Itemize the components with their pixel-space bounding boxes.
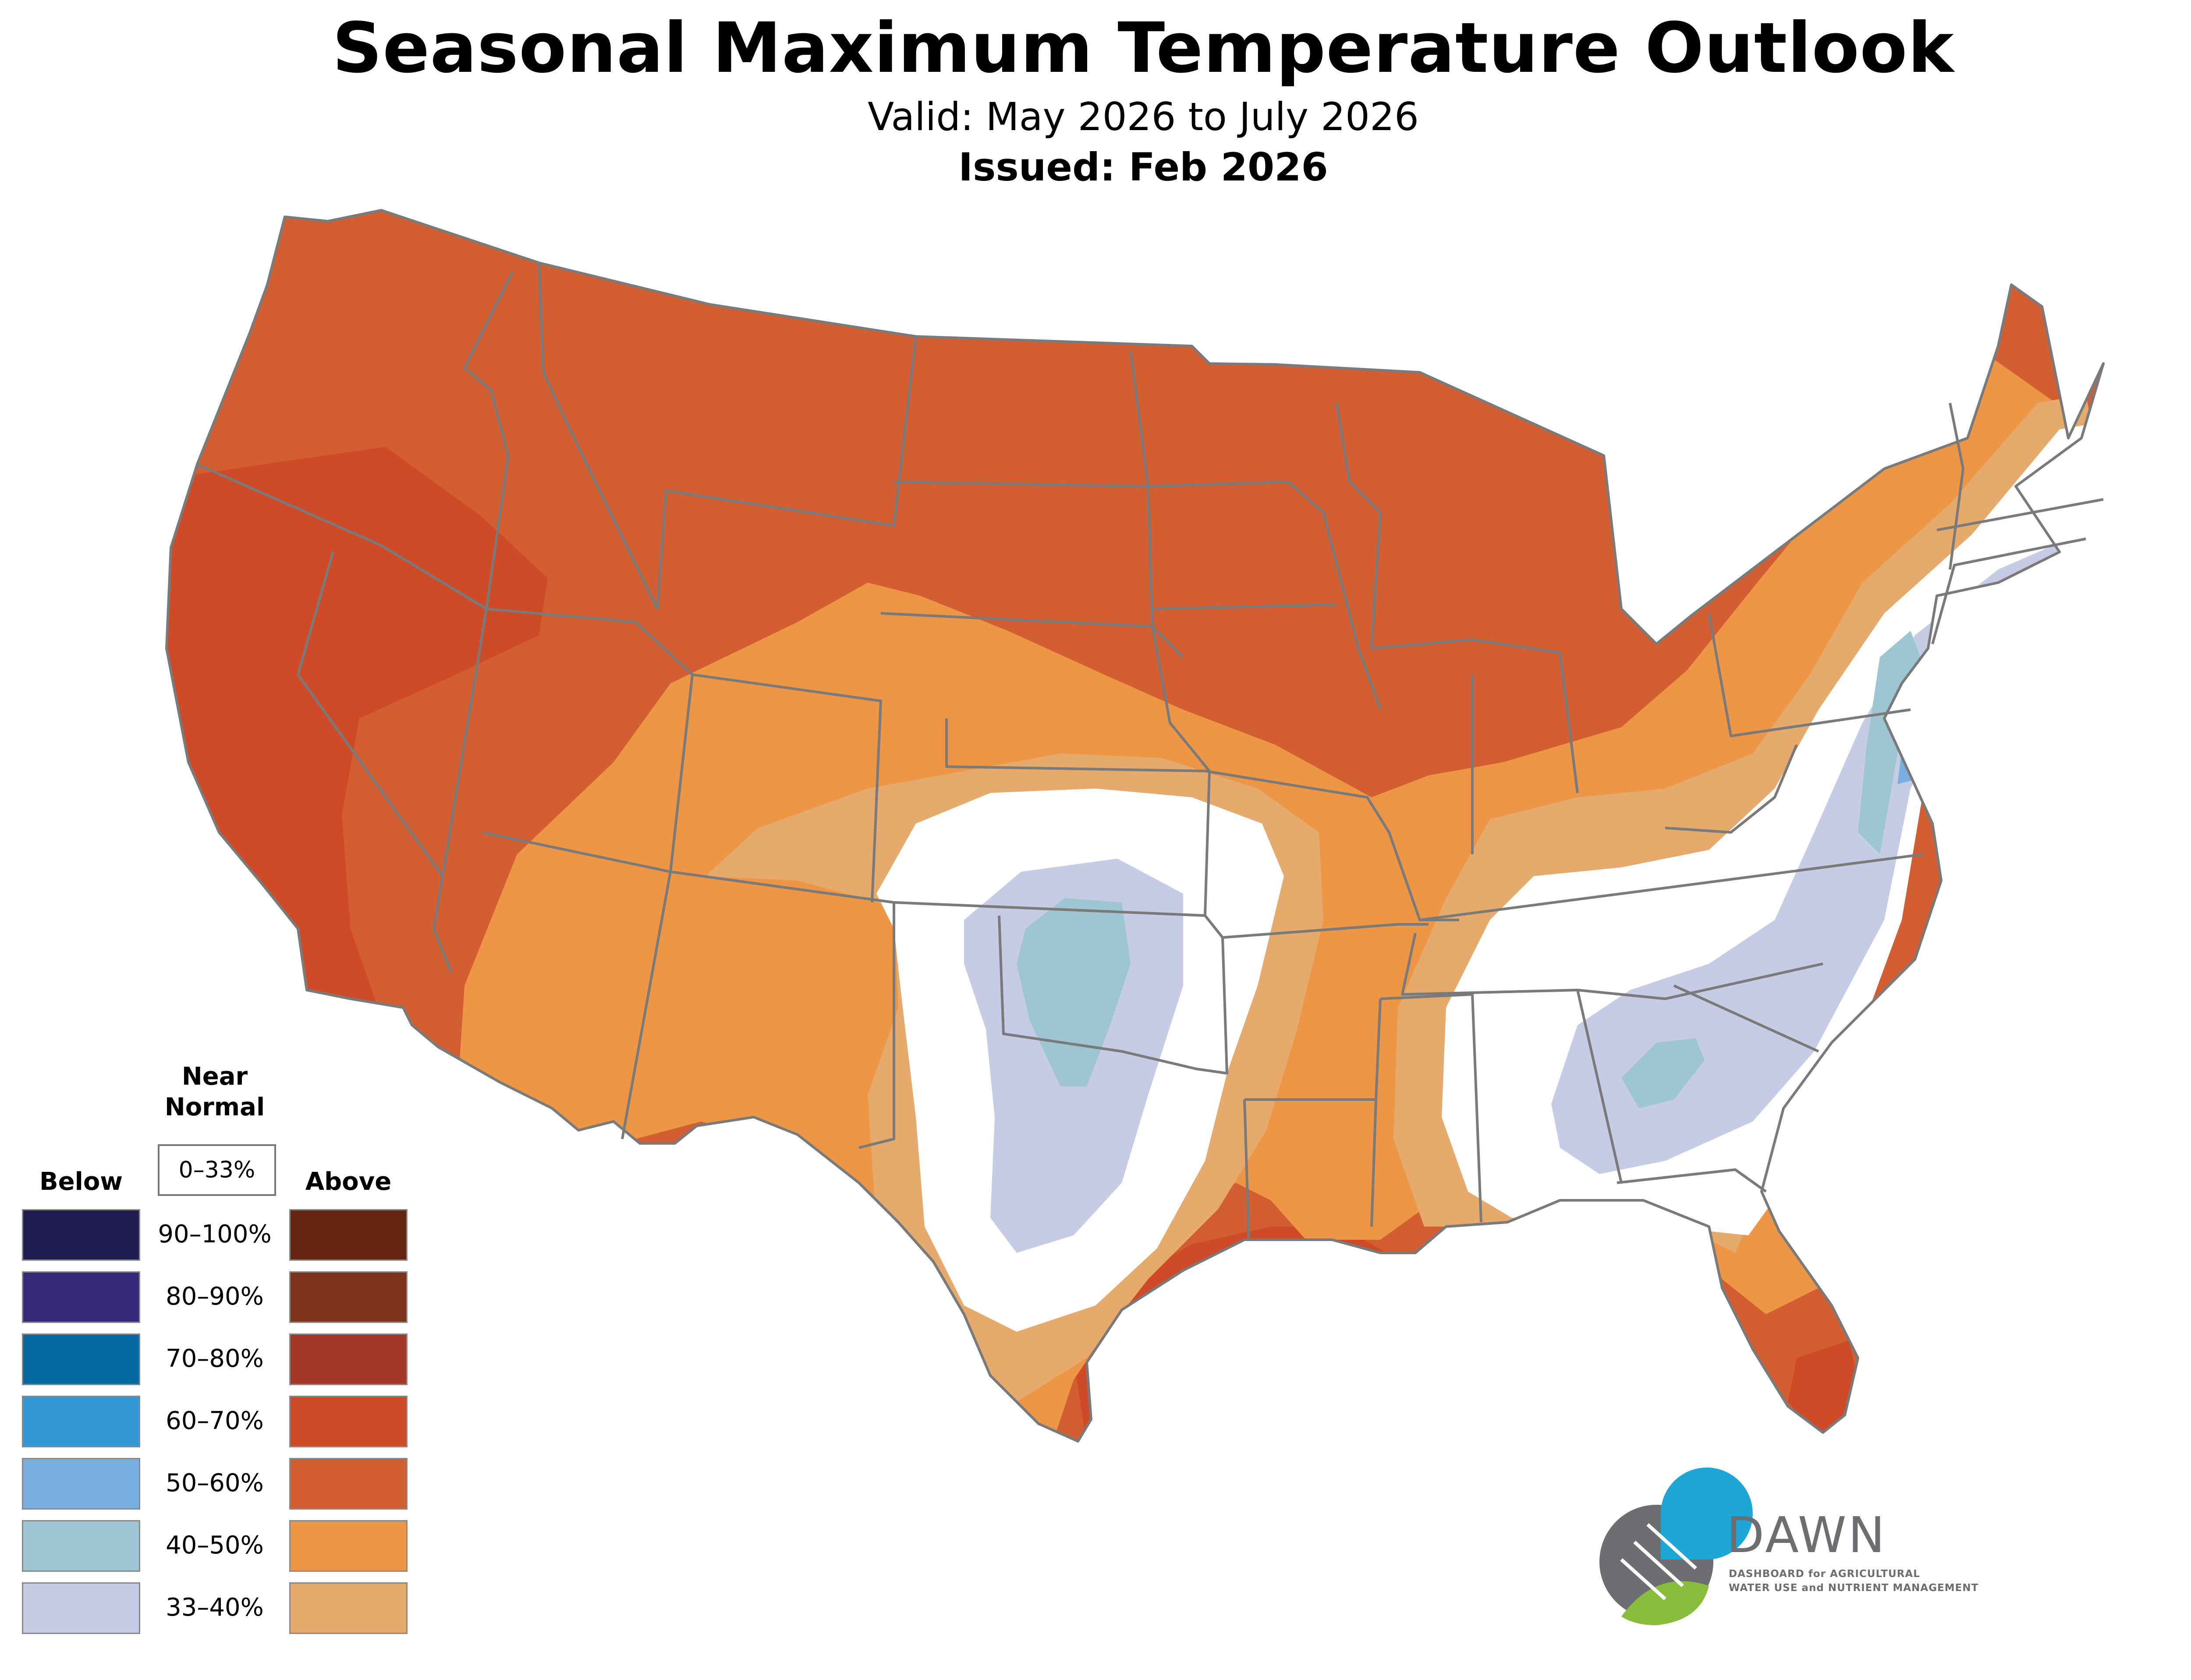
dawn-logo-mark — [1599, 1468, 1753, 1625]
dawn-logo-line1: DASHBOARD for AGRICULTURAL — [1729, 1568, 1920, 1580]
dawn-logo-name: DAWN — [1727, 1507, 1887, 1564]
legend-above-swatch-33-40 — [289, 1582, 408, 1634]
legend-near-normal-swatch: 0–33% — [158, 1144, 276, 1196]
legend-below-swatch-80-90 — [22, 1271, 140, 1323]
legend-below-swatch-40-50 — [22, 1520, 140, 1572]
probability-shading — [167, 210, 2103, 1441]
page-title: Seasonal Maximum Temperature Outlook — [332, 8, 1954, 88]
legend-below-title: Below — [39, 1167, 123, 1196]
legend-above-swatch-60-70 — [289, 1396, 408, 1447]
valid-period: Valid: May 2026 to July 2026 — [868, 94, 1419, 139]
legend-above-swatch-80-90 — [289, 1271, 408, 1323]
state-borders — [167, 210, 2103, 1441]
legend-near-normal-range: 0–33% — [178, 1157, 255, 1183]
legend-range-label: 60–70% — [166, 1407, 264, 1435]
legend-below-swatch-90-100 — [22, 1209, 140, 1261]
legend-range-label: 33–40% — [166, 1593, 264, 1622]
legend-above-swatch-70-80 — [289, 1333, 408, 1385]
legend-below-swatch-50-60 — [22, 1458, 140, 1510]
legend-near-normal-title-line2: Normal — [164, 1093, 265, 1121]
legend-above-swatch-90-100 — [289, 1209, 408, 1261]
below-40-50-georgia-zone — [1621, 1038, 1705, 1108]
legend-above-title: Above — [305, 1167, 392, 1196]
legend-below-swatch-33-40 — [22, 1582, 140, 1634]
legend-above-swatch-40-50 — [289, 1520, 408, 1572]
issued-date: Issued: Feb 2026 — [958, 145, 1328, 190]
legend-range-label: 70–80% — [166, 1344, 264, 1373]
legend-below-swatch-70-80 — [22, 1333, 140, 1385]
legend-range-label: 40–50% — [166, 1531, 264, 1560]
legend-range-label: 90–100% — [158, 1220, 272, 1249]
legend-range-label: 50–60% — [166, 1469, 264, 1497]
dawn-logo-line2: WATER USE and NUTRIENT MANAGEMENT — [1729, 1582, 1979, 1594]
legend-below-swatch-60-70 — [22, 1396, 140, 1447]
legend-range-label: 80–90% — [166, 1282, 264, 1311]
legend-near-normal-title-line1: Near — [181, 1062, 248, 1091]
legend-above-swatch-50-60 — [289, 1458, 408, 1510]
